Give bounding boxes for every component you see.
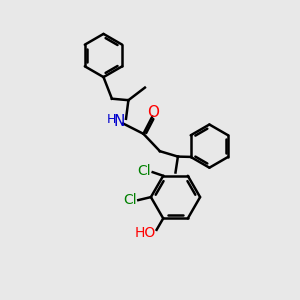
Text: Cl: Cl (138, 164, 151, 178)
Text: HO: HO (134, 226, 155, 240)
Text: Cl: Cl (123, 193, 137, 207)
Text: H: H (107, 113, 117, 126)
Text: O: O (147, 105, 159, 120)
Text: N: N (114, 114, 125, 129)
